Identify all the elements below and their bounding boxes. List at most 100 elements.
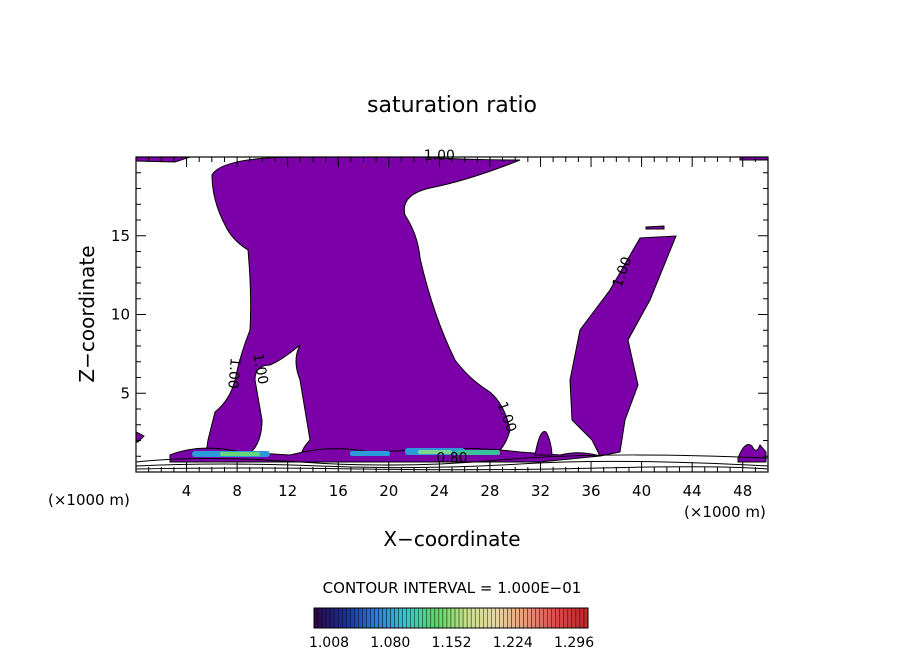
x-tick-label: 8 (232, 482, 242, 500)
colorbar-cell (426, 607, 432, 629)
colorbar-cell (515, 607, 520, 629)
colorbar-cell (531, 607, 536, 629)
colorbar-cell (354, 607, 359, 629)
top-right-strip (739, 157, 768, 161)
colorbar-cell (317, 607, 323, 629)
colorbar-cell (571, 607, 577, 629)
colorbar (313, 607, 589, 629)
colorbar-cell (470, 607, 476, 629)
x-tick-label: 28 (480, 482, 499, 500)
colorbar-cell (519, 607, 524, 629)
colorbar-cell (446, 607, 452, 629)
colorbar-frame (313, 607, 589, 629)
colorbar-cell (551, 607, 556, 629)
colorbar-cell (583, 607, 589, 629)
x-tick-label: 44 (683, 482, 702, 500)
colorbar-cell (511, 607, 516, 629)
bottom-right-cells (737, 444, 767, 463)
colorbar-cell (386, 607, 391, 629)
lower-isolines-1 (136, 454, 768, 466)
left-edge-cell (136, 431, 145, 443)
cloud-base-cell-3-core (418, 450, 452, 454)
y-tick-label: 10 (111, 306, 130, 324)
colorbar-cell (402, 607, 407, 629)
colorbar-cell (342, 607, 347, 629)
colorbar-cell (559, 607, 565, 629)
colorbar-cell (507, 607, 512, 629)
lower-isolines-2 (136, 460, 768, 469)
colorbar-cell (567, 607, 573, 629)
cell-near-x32 (534, 431, 553, 456)
colorbar-cell (350, 607, 355, 629)
x-axis-label: X−coordinate (383, 527, 520, 551)
colorbar-tick-label: 1.296 (554, 635, 594, 651)
colorbar-cell (535, 607, 540, 629)
contour-label: 1.00 (249, 352, 270, 385)
colorbar-cell (337, 607, 343, 629)
colorbar-cell (398, 607, 403, 629)
colorbar-labels: 1.008 1.080 1.152 1.224 1.296 (309, 635, 594, 651)
x-unit-left-label: (×1000 m) (48, 491, 130, 509)
colorbar-cell (358, 607, 363, 629)
colorbar-tick-label: 1.080 (370, 635, 410, 651)
small-cell-top (645, 225, 665, 230)
cloud-base-cell-2 (350, 451, 390, 456)
supersaturated-region-fills (136, 157, 768, 471)
colorbar-tick-label: 1.152 (431, 635, 471, 651)
colorbar-cell (487, 607, 492, 629)
y-axis-label: Z−coordinate (75, 245, 99, 382)
colorbar-cell (499, 607, 504, 629)
colorbar-cell (390, 607, 395, 629)
x-tick-label: 40 (632, 482, 651, 500)
colorbar-cell (410, 607, 415, 629)
y-tick-label: 5 (120, 384, 130, 402)
colorbar-cell (454, 607, 460, 629)
colorbar-cell (313, 607, 319, 629)
x-unit-right-label: (×1000 m) (684, 503, 766, 521)
colorbar-cell (346, 607, 351, 629)
colorbar-cell (491, 607, 496, 629)
x-tick-label: 32 (531, 482, 550, 500)
x-tick-label: 4 (182, 482, 192, 500)
contour-label: 0.80 (436, 451, 467, 467)
colorbar-cell (321, 607, 327, 629)
colorbar-cell (575, 607, 581, 629)
colorbar-cell (458, 607, 464, 629)
colorbar-cell (555, 607, 560, 629)
colorbar-cell (466, 607, 472, 629)
colorbar-cell (430, 607, 436, 629)
cloud-base-cell-4 (455, 450, 500, 455)
top-left-strip (136, 157, 191, 163)
main-supersaturated-region (204, 157, 521, 463)
colorbar-cell (547, 607, 552, 629)
colorbar-cell (370, 607, 375, 629)
colorbar-cell (495, 607, 500, 629)
colorbar-cell (422, 607, 428, 629)
colorbar-cell (333, 607, 339, 629)
colorbar-cell (523, 607, 528, 629)
cloud-base-cell-1-core (220, 452, 260, 456)
colorbar-cell (366, 607, 371, 629)
y-axis-ticks: 5 10 15 (111, 172, 768, 457)
colorbar-cell (418, 607, 423, 629)
colorbar-cell (462, 607, 468, 629)
x-tick-label: 36 (581, 482, 600, 500)
colorbar-cell (438, 607, 444, 629)
x-axis-ticks: 4 8 12 16 20 24 28 32 36 40 44 48 (148, 157, 756, 500)
contour-label: 1.00 (424, 148, 455, 164)
colorbar-cell (479, 607, 484, 629)
colorbar-cell (362, 607, 367, 629)
x-tick-label: 20 (379, 482, 398, 500)
x-tick-label: 12 (278, 482, 297, 500)
colorbar-cell (442, 607, 448, 629)
colorbar-cell (434, 607, 440, 629)
contour-interval-text: CONTOUR INTERVAL = 1.000E−01 (323, 579, 582, 597)
colorbar-cell (325, 607, 331, 629)
colorbar-cell (382, 607, 387, 629)
colorbar-cell (406, 607, 411, 629)
right-supersaturated-region (569, 235, 677, 457)
colorbar-cell (527, 607, 532, 629)
colorbar-cell (539, 607, 544, 629)
contour-label: 1.00 (224, 357, 243, 389)
